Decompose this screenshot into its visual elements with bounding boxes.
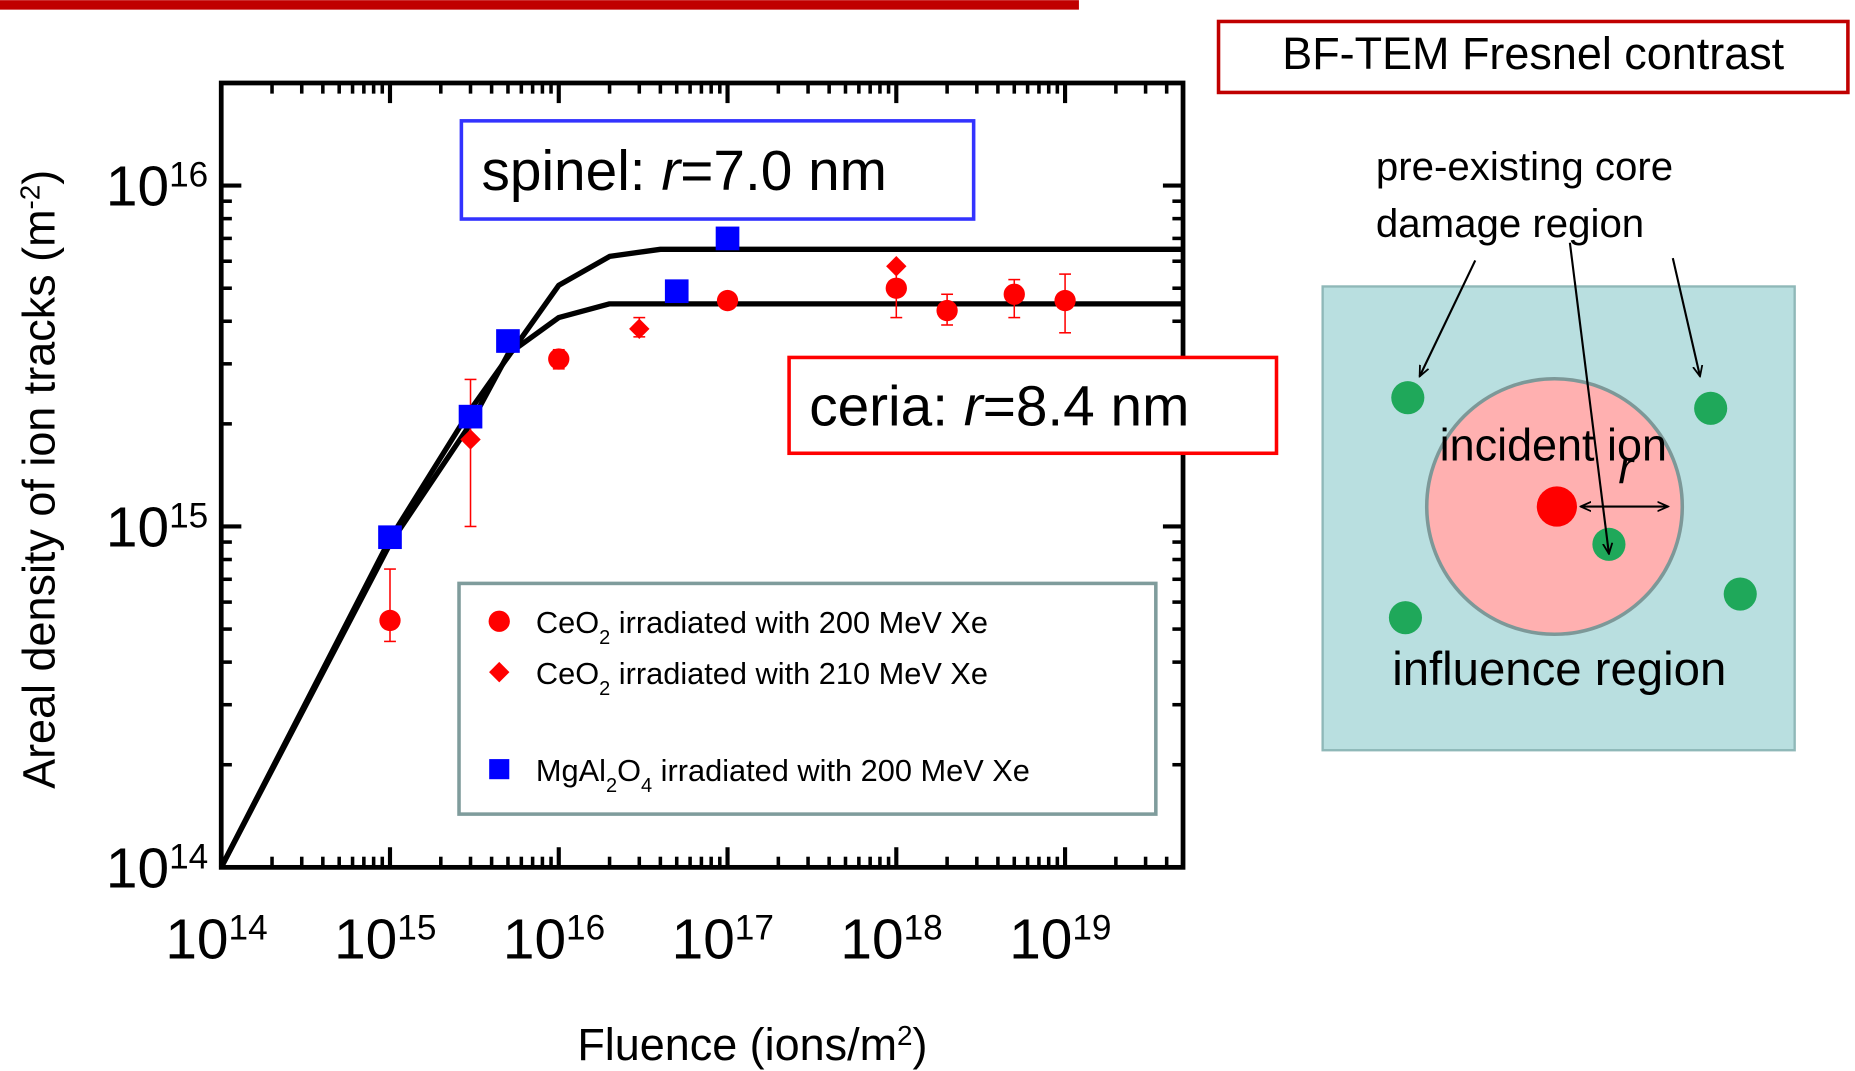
legend-label: CeO2 irradiated with 210 MeV Xe <box>536 656 988 700</box>
x-tick-label: 1015 <box>334 908 436 972</box>
y-tick-label: 1014 <box>106 837 208 900</box>
legend-marker <box>489 759 510 780</box>
marker <box>460 429 481 450</box>
legend-box <box>457 581 1158 816</box>
plot-frame <box>218 80 1186 870</box>
marker <box>716 289 739 312</box>
marker <box>885 277 907 299</box>
annotation: ceria: r=8.4 nm <box>809 375 1189 438</box>
marker <box>1003 283 1025 305</box>
core-label: pre-existing core <box>1376 144 1673 189</box>
legend-label: MgAl2O4 irradiated with 200 MeV Xe <box>536 753 1030 797</box>
legend-label: CeO2 irradiated with 200 MeV Xe <box>536 605 988 649</box>
marker <box>496 329 520 353</box>
error-bar <box>464 378 477 528</box>
ion-label: incident ion <box>1440 419 1667 470</box>
marker <box>548 348 570 370</box>
marker <box>458 404 483 429</box>
annotation-box <box>787 355 1279 456</box>
x-tick-label: 1019 <box>1009 908 1111 972</box>
marker <box>629 318 650 340</box>
diagram-title: BF-TEM Fresnel contrast <box>1282 28 1784 79</box>
marker <box>715 226 740 251</box>
plot <box>218 80 1186 870</box>
core-label: damage region <box>1376 201 1644 246</box>
influence-label: influence region <box>1392 643 1726 696</box>
legend-marker <box>489 661 510 683</box>
marker <box>936 299 958 322</box>
incident-ion <box>1536 486 1577 527</box>
marker <box>886 256 907 277</box>
core-dots <box>1388 381 1757 635</box>
annotation: spinel: r=7.0 nm <box>481 140 886 203</box>
radius-label: r <box>1618 442 1635 493</box>
marker <box>378 525 402 550</box>
x-tick-label: 1014 <box>165 908 267 972</box>
diagram-title-box <box>1216 19 1850 95</box>
header-bar <box>0 0 1079 10</box>
x-tick-label: 1018 <box>840 908 942 972</box>
x-tick-label: 1016 <box>503 908 605 972</box>
marker <box>664 279 689 304</box>
legend-marker <box>488 610 510 632</box>
pointer-arrows <box>1418 242 1700 554</box>
marker <box>1054 289 1076 312</box>
x-tick-label: 1017 <box>672 908 774 972</box>
y-tick-label: 1016 <box>106 155 208 218</box>
annotation-box <box>459 119 976 221</box>
y-axis-label: Areal density of ion tracks (m-2) <box>13 170 64 789</box>
marker <box>379 609 401 632</box>
x-axis-label: Fluence (ions/m2) <box>577 1019 927 1070</box>
y-tick-label: 1015 <box>106 496 208 559</box>
